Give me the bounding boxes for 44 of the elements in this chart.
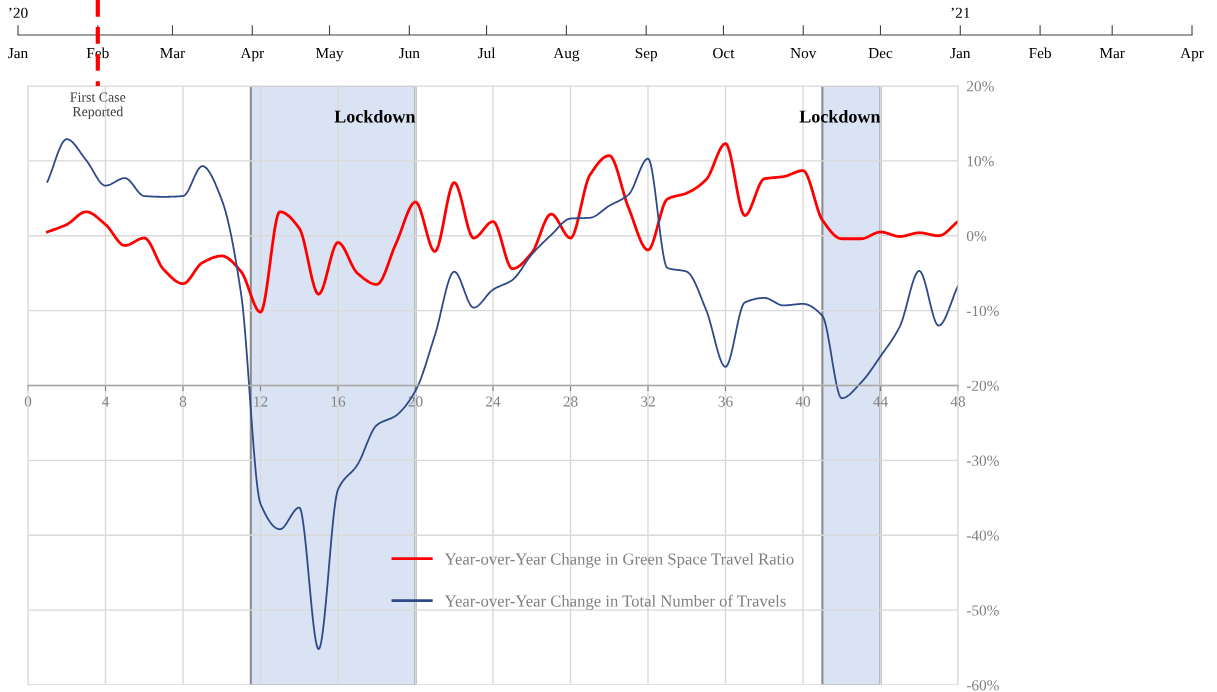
x-tick-label: 16	[331, 396, 346, 407]
x2-tick-label: May	[315, 48, 344, 62]
x-tick-label: 28	[563, 396, 578, 407]
x-tick-label: 12	[254, 396, 268, 407]
x2-tick-label: Dec	[868, 48, 893, 59]
text: ’21	[951, 7, 970, 18]
y-tick-label: 20%	[967, 81, 994, 92]
y-tick-label: -60%	[966, 680, 999, 691]
x2-tick-label: Apr	[240, 48, 265, 62]
x-tick-label: 4	[101, 396, 110, 407]
x2-tick-label: Jan	[950, 48, 971, 59]
x-tick-label: 48	[950, 396, 966, 407]
text: ’20	[9, 7, 28, 19]
y-tick-label: 0%	[966, 230, 987, 242]
x-tick-label: 36	[718, 396, 733, 407]
band-label: Lockdown	[334, 109, 416, 123]
x2-tick-label: Mar	[1099, 48, 1125, 59]
x-tick-label: 44	[873, 396, 888, 407]
y-tick-label: -30%	[966, 455, 999, 466]
y-tick-label: -40%	[966, 530, 999, 541]
x-tick-label: 0	[24, 396, 32, 407]
x2-tick-label: Jan	[8, 48, 28, 59]
x-tick-label: 24	[486, 396, 501, 407]
x-tick-label: 40	[795, 396, 811, 407]
x2-tick-label: Feb	[1029, 47, 1051, 59]
x-tick-label: 32	[641, 396, 655, 407]
x2-tick-label: Oct	[713, 47, 735, 59]
y-tick-label: -50%	[966, 605, 999, 616]
x2-tick-label: Sep	[635, 47, 658, 62]
y-tick-label: 10%	[967, 156, 994, 167]
x2-tick-label: Aug	[553, 47, 580, 62]
band-label: Lockdown	[799, 109, 881, 123]
x-tick-label: 8	[179, 396, 187, 407]
y-tick-label: -20%	[966, 380, 999, 391]
legend-label: Year-over-Year Change in Total Number of Travels	[444, 594, 786, 611]
legend-label: Year-over-Year Change in Green Space Travel Ratio	[444, 552, 794, 569]
y-tick-label: -10%	[966, 305, 999, 317]
x-tick-label: 20	[408, 396, 423, 407]
x2-tick-label: Apr	[1180, 48, 1204, 62]
ref-line-label: First Case Reported	[70, 92, 126, 120]
x2-tick-label: Jul	[477, 47, 496, 59]
x2-tick-label: Nov	[790, 48, 817, 59]
x2-tick-label: Mar	[160, 48, 186, 59]
x2-tick-label: Jun	[399, 48, 420, 59]
